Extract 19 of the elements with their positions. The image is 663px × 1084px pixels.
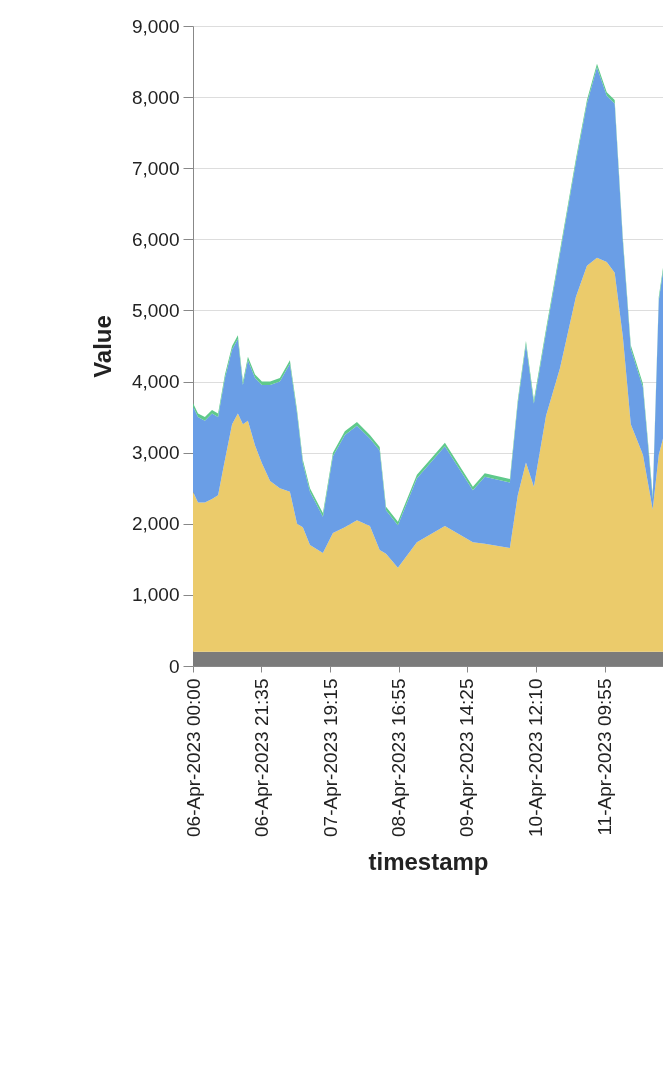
x-tick-label: 10-Apr-2023 12:10 [525, 678, 547, 837]
y-tick-label: 9,000 [131, 15, 180, 37]
y-tick-label: 1,000 [131, 584, 180, 606]
x-tick-label: 06-Apr-2023 00:00 [182, 678, 204, 837]
y-tick-label: 4,000 [131, 371, 180, 393]
y-axis-title: Value [88, 315, 116, 378]
x-tick-label: 06-Apr-2023 21:35 [250, 678, 272, 837]
y-tick-label: 5,000 [131, 299, 180, 321]
y-tick-label: 3,000 [131, 442, 180, 464]
x-tick-label: 11-Apr-2023 09:55 [594, 678, 616, 836]
y-tick-label: 2,000 [131, 513, 180, 535]
x-tick-label: 09-Apr-2023 14:25 [456, 678, 478, 837]
x-axis-title: timestamp [368, 847, 489, 875]
y-tick-label: 6,000 [131, 228, 180, 250]
y-tick-label: 7,000 [131, 157, 180, 179]
x-tick-label: 07-Apr-2023 19:15 [319, 678, 341, 837]
y-tick-label: 0 [168, 655, 180, 677]
y-tick-label: 8,000 [131, 86, 180, 108]
x-tick-label: 08-Apr-2023 16:55 [388, 678, 410, 837]
